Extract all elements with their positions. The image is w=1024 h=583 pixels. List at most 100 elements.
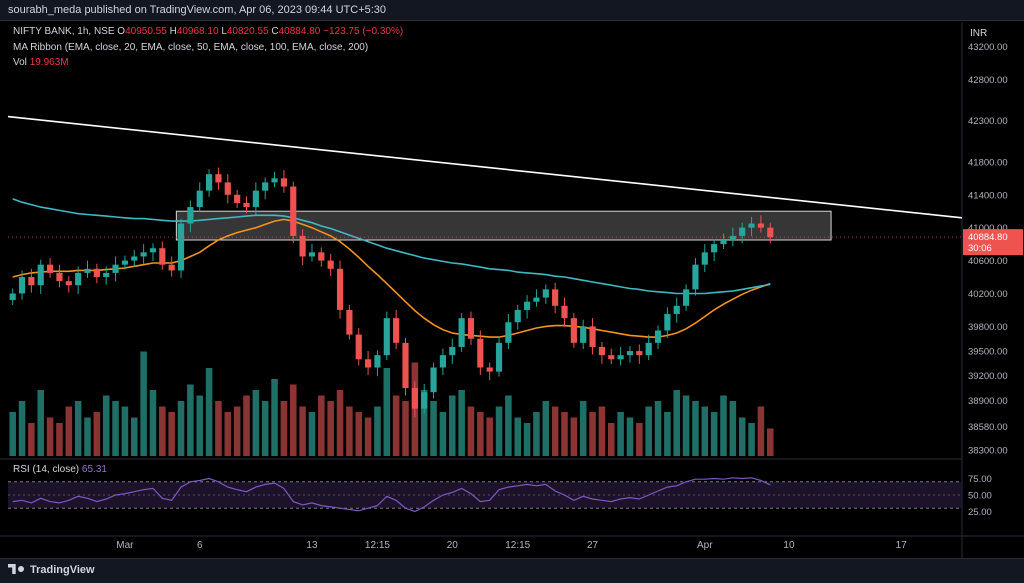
volume-bar bbox=[729, 401, 737, 456]
candle-body bbox=[93, 268, 100, 278]
volume-bar bbox=[271, 379, 278, 456]
rsi-line bbox=[12, 477, 771, 513]
candle-body bbox=[224, 182, 231, 195]
candle-body bbox=[9, 293, 16, 301]
volume-legend[interactable]: Vol 19.963M bbox=[13, 57, 69, 68]
candle-body bbox=[47, 264, 54, 273]
candle-body bbox=[234, 194, 241, 203]
volume-value: 19.963M bbox=[29, 57, 69, 68]
volume-bar bbox=[645, 406, 652, 456]
candle-body bbox=[206, 174, 213, 191]
volume-bar bbox=[439, 412, 447, 456]
volume-bar bbox=[701, 406, 709, 456]
trendline bbox=[7, 115, 963, 219]
candle-body bbox=[112, 264, 119, 273]
y-tick-label: 42800.00 bbox=[968, 75, 1008, 86]
volume-bar bbox=[233, 406, 241, 456]
volume-bar bbox=[430, 401, 437, 456]
rsi-tick-label: 75.00 bbox=[968, 474, 992, 485]
volume-bar bbox=[551, 406, 559, 456]
candle-body bbox=[439, 355, 446, 368]
volume-bar bbox=[570, 417, 578, 456]
volume-bar bbox=[299, 406, 306, 456]
volume-bar bbox=[486, 417, 493, 456]
volume-bar bbox=[673, 390, 681, 456]
candle-body bbox=[121, 260, 128, 265]
low-value: 40820.55 bbox=[226, 26, 269, 37]
ma-ribbon-legend[interactable]: MA Ribbon (EMA, close, 20, EMA, close, 5… bbox=[13, 42, 369, 53]
rsi-tick-label: 50.00 bbox=[968, 491, 992, 502]
symbol-legend[interactable]: NIFTY BANK, 1h, NSE O40950.55 H40968.10 … bbox=[13, 26, 404, 37]
currency-label: INR bbox=[970, 28, 987, 39]
ema-line-2 bbox=[12, 198, 771, 295]
volume-bar bbox=[159, 406, 166, 456]
volume-bar bbox=[589, 412, 596, 456]
volume-bar bbox=[140, 351, 147, 456]
volume-bar bbox=[738, 417, 746, 456]
symbol-name: NIFTY BANK, 1h, NSE bbox=[13, 26, 115, 37]
candle-body bbox=[65, 281, 72, 286]
volume-bar bbox=[467, 406, 475, 456]
candle-body bbox=[505, 322, 512, 343]
ema-line-1 bbox=[12, 218, 771, 338]
candle-body bbox=[84, 268, 91, 273]
candle-body bbox=[524, 301, 531, 310]
candle-body bbox=[645, 342, 652, 356]
candle-body bbox=[636, 351, 643, 356]
candle-body bbox=[215, 174, 222, 183]
candle-body bbox=[617, 355, 624, 360]
volume-bar bbox=[374, 406, 381, 456]
x-tick-label: 12:15 bbox=[505, 540, 530, 551]
y-tick-label: 41400.00 bbox=[968, 190, 1008, 201]
candle-body bbox=[477, 338, 484, 368]
last-price-badge bbox=[963, 229, 1023, 256]
volume-bar bbox=[617, 412, 624, 456]
volume-bar bbox=[37, 390, 45, 456]
volume-bar bbox=[364, 417, 372, 456]
candle-body bbox=[140, 252, 147, 257]
high-value: 40968.10 bbox=[176, 26, 219, 37]
x-tick-label: 17 bbox=[896, 540, 908, 551]
candle-body bbox=[570, 318, 577, 343]
candle-body bbox=[739, 227, 746, 236]
volume-bar bbox=[121, 406, 129, 456]
volume-bar bbox=[383, 368, 391, 456]
candle-body bbox=[654, 330, 662, 343]
candle-body bbox=[177, 223, 185, 271]
volume-bar bbox=[542, 401, 550, 456]
x-tick-label: Apr bbox=[697, 540, 713, 551]
candle-body bbox=[383, 318, 390, 356]
volume-bar bbox=[402, 401, 409, 456]
candle-body bbox=[729, 235, 736, 240]
volume-bar bbox=[392, 395, 400, 456]
publisher-text: sourabh_meda published on TradingView.co… bbox=[8, 4, 387, 16]
tradingview-logo[interactable]: TradingView bbox=[8, 564, 95, 576]
volume-bar bbox=[56, 423, 63, 456]
candle-body bbox=[149, 248, 157, 253]
candle-body bbox=[308, 252, 316, 257]
volume-bar bbox=[579, 401, 587, 456]
countdown-text: 30:06 bbox=[968, 243, 992, 254]
y-tick-label: 39500.00 bbox=[968, 347, 1008, 358]
y-tick-label: 38300.00 bbox=[968, 445, 1008, 456]
candle-body bbox=[673, 305, 680, 315]
candle-body bbox=[18, 277, 26, 294]
candle-body bbox=[533, 297, 540, 302]
x-tick-label: 27 bbox=[587, 540, 599, 551]
volume-bar bbox=[149, 390, 157, 456]
volume-bar bbox=[692, 401, 699, 456]
x-tick-label: 6 bbox=[197, 540, 203, 551]
candle-body bbox=[262, 182, 269, 191]
volume-bar bbox=[420, 390, 428, 456]
candle-body bbox=[598, 346, 605, 356]
y-tick-label: 41800.00 bbox=[968, 157, 1008, 168]
volume-bar bbox=[74, 401, 82, 456]
candle-body bbox=[701, 252, 708, 265]
candle-body bbox=[664, 314, 671, 331]
volume-bar bbox=[720, 395, 727, 456]
candle-body bbox=[374, 355, 381, 368]
volume-bar bbox=[710, 412, 718, 456]
rsi-legend[interactable]: RSI (14, close) 65.31 bbox=[13, 464, 107, 475]
candle-body bbox=[542, 289, 549, 298]
